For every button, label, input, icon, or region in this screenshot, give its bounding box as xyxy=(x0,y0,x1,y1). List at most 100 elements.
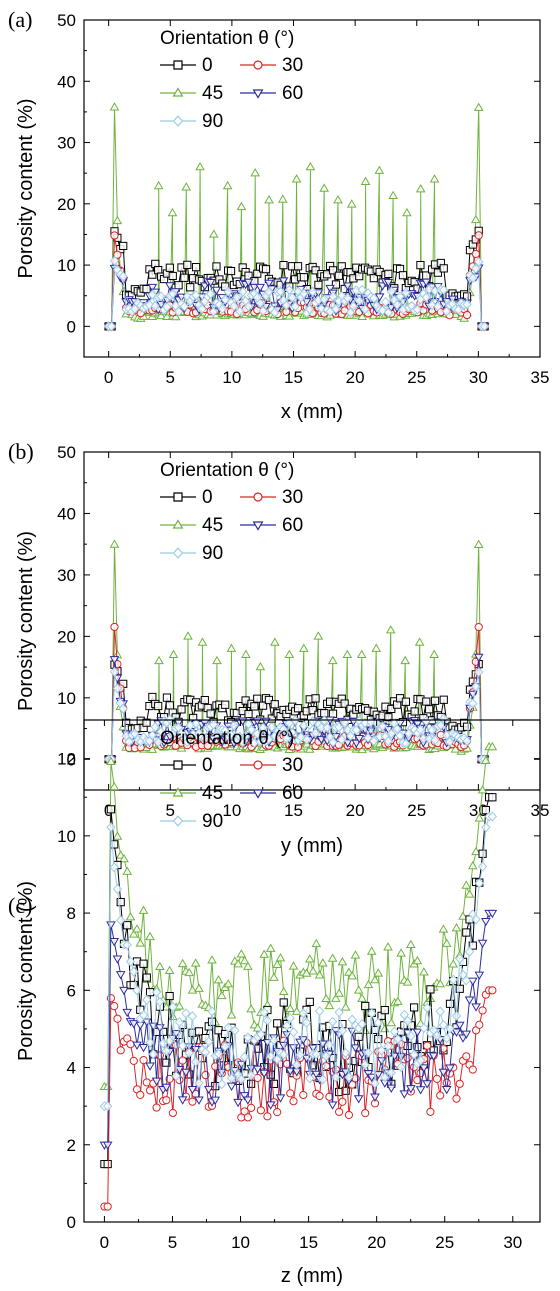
y-tick-label: 6 xyxy=(67,981,76,1000)
data-point xyxy=(113,956,121,963)
data-point xyxy=(334,196,342,203)
data-point xyxy=(280,999,287,1006)
data-point xyxy=(187,284,194,291)
x-axis-label: x (mm) xyxy=(281,401,343,423)
data-point xyxy=(345,1111,352,1118)
legend-entry-0: 0 xyxy=(160,487,213,508)
legend-entry-0: 0 xyxy=(160,55,213,76)
data-point xyxy=(400,1091,408,1098)
data-point xyxy=(215,976,223,983)
y-tick-label: 50 xyxy=(57,11,76,30)
data-point xyxy=(244,1097,252,1104)
y-tick-label: 10 xyxy=(57,256,76,275)
data-point xyxy=(372,645,380,652)
x-tick-label: 30 xyxy=(503,1233,522,1252)
data-point xyxy=(489,987,496,994)
data-point xyxy=(374,969,382,976)
data-point xyxy=(294,263,301,270)
data-point xyxy=(104,1160,111,1167)
data-point xyxy=(248,1080,255,1087)
data-point xyxy=(431,697,438,704)
data-point xyxy=(228,1011,236,1018)
data-point xyxy=(436,1007,444,1016)
data-point xyxy=(178,706,185,713)
data-point xyxy=(387,626,395,633)
data-point xyxy=(262,266,269,273)
legend-label: 90 xyxy=(202,543,223,564)
data-point xyxy=(188,986,196,993)
data-point xyxy=(427,986,434,993)
data-point xyxy=(113,832,121,839)
data-point xyxy=(146,933,154,940)
data-point xyxy=(294,705,301,712)
data-point xyxy=(127,913,135,920)
data-point xyxy=(279,195,287,202)
data-point xyxy=(312,695,319,702)
data-point xyxy=(114,1015,121,1022)
x-tick-label: 10 xyxy=(222,368,241,387)
data-point xyxy=(210,230,218,237)
x-tick-label: 0 xyxy=(104,368,113,387)
data-point xyxy=(466,890,474,897)
data-point xyxy=(130,1057,137,1064)
data-point xyxy=(149,693,156,700)
data-point xyxy=(479,940,487,947)
data-point xyxy=(368,947,376,954)
data-point xyxy=(356,273,363,280)
data-point xyxy=(182,183,190,190)
legend-label: 0 xyxy=(202,487,213,508)
data-point xyxy=(389,192,397,199)
data-point xyxy=(479,862,487,871)
data-point xyxy=(426,706,433,713)
data-point xyxy=(427,1108,434,1115)
legend-marker xyxy=(174,548,183,558)
data-point xyxy=(306,998,313,1005)
data-point xyxy=(104,1203,111,1210)
data-point xyxy=(453,1012,461,1021)
legend-entry-90: 90 xyxy=(160,111,223,132)
data-point xyxy=(237,203,245,210)
data-point xyxy=(335,272,342,279)
data-point xyxy=(287,1090,294,1097)
data-point xyxy=(146,1087,153,1094)
data-point xyxy=(315,281,322,288)
legend-marker xyxy=(174,493,182,501)
data-point xyxy=(479,1007,486,1014)
data-point xyxy=(453,1095,460,1102)
data-point xyxy=(155,182,163,189)
data-point xyxy=(433,1075,440,1082)
data-point xyxy=(290,962,298,969)
legend-marker xyxy=(174,61,182,69)
data-point xyxy=(463,311,470,318)
legend-marker xyxy=(254,61,262,69)
y-tick-label: 4 xyxy=(67,1059,76,1078)
data-point xyxy=(343,651,351,658)
y-tick-label: 0 xyxy=(67,317,76,336)
data-point xyxy=(184,261,191,268)
data-point xyxy=(213,657,221,664)
data-point xyxy=(469,978,477,985)
x-tick-label: 20 xyxy=(346,368,365,387)
chart-panel-1: 0510152025303501020304050y (mm)Porosity … xyxy=(8,439,549,857)
data-point xyxy=(189,1098,196,1105)
data-point xyxy=(466,997,474,1004)
data-point xyxy=(348,200,356,207)
data-point xyxy=(335,989,343,996)
data-point xyxy=(404,1054,411,1061)
data-point xyxy=(179,1057,186,1064)
legend-entry-30: 30 xyxy=(240,755,303,776)
data-point xyxy=(411,708,418,715)
data-point xyxy=(251,169,259,176)
data-point xyxy=(316,971,324,978)
data-point xyxy=(199,638,207,645)
data-point xyxy=(443,1079,450,1086)
data-point xyxy=(385,270,392,277)
legend-label: 0 xyxy=(202,55,213,76)
data-point xyxy=(446,1000,453,1007)
legend-entry-60: 60 xyxy=(240,515,303,536)
data-point xyxy=(271,638,279,645)
data-point xyxy=(290,1098,297,1105)
data-point xyxy=(111,103,119,110)
data-point xyxy=(120,242,127,249)
plot-area xyxy=(105,103,489,330)
